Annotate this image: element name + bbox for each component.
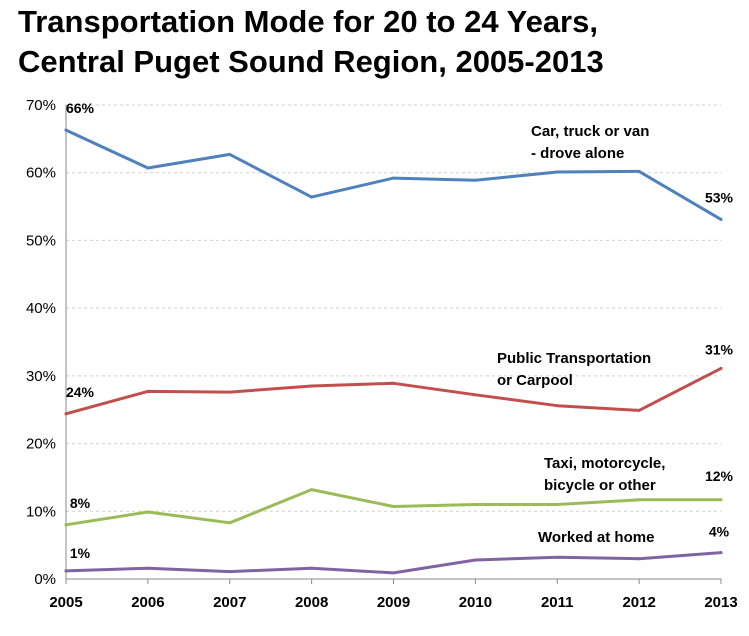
x-tick-label-2012: 2012 xyxy=(622,594,655,611)
data-point-public-transportation-or-carpool-2009 xyxy=(392,381,395,385)
data-label-end-taxi-motorcycle-bicycle-or-other: 12% xyxy=(705,468,734,484)
y-tick-label-6: 60% xyxy=(26,165,56,182)
y-tick-label-2: 20% xyxy=(26,436,56,453)
x-tick-label-2006: 2006 xyxy=(131,594,164,611)
x-tick-label-2013: 2013 xyxy=(704,594,737,611)
data-label-start-public-transportation-or-carpool: 24% xyxy=(66,384,95,400)
data-point-taxi-motorcycle-bicycle-or-other-2012 xyxy=(637,498,641,502)
data-point-public-transportation-or-carpool-2008 xyxy=(310,384,314,388)
data-point-taxi-motorcycle-bicycle-or-other-2005 xyxy=(64,523,68,527)
x-tick-label-2008: 2008 xyxy=(295,594,328,611)
x-tick-label-2005: 2005 xyxy=(49,594,82,611)
data-label-end-worked-at-home: 4% xyxy=(709,524,730,540)
data-label-start-taxi-motorcycle-bicycle-or-other: 8% xyxy=(70,495,91,511)
y-tick-label-7: 70% xyxy=(26,97,56,114)
series-name-label-taxi-motorcycle-bicycle-or-other-line-1: Taxi, motorcycle, xyxy=(544,455,665,472)
chart-title: Transportation Mode for 20 to 24 Years, … xyxy=(18,2,738,82)
data-label-start-car-truck-or-van-drove-alone: 66% xyxy=(66,100,95,116)
data-point-taxi-motorcycle-bicycle-or-other-2013 xyxy=(719,498,723,502)
data-point-worked-at-home-2009 xyxy=(392,571,395,575)
data-point-public-transportation-or-carpool-2005 xyxy=(64,412,68,416)
x-tick-label-2010: 2010 xyxy=(459,594,492,611)
y-tick-label-0: 0% xyxy=(34,571,56,588)
data-point-public-transportation-or-carpool-2007 xyxy=(228,390,232,394)
chart-title-line-2: Central Puget Sound Region, 2005-2013 xyxy=(18,44,604,79)
x-tick-label-2007: 2007 xyxy=(213,594,246,611)
data-label-end-public-transportation-or-carpool: 31% xyxy=(705,341,734,357)
x-tick-label-2011: 2011 xyxy=(541,594,574,611)
data-point-worked-at-home-2007 xyxy=(228,570,232,574)
gridlines xyxy=(66,104,721,512)
data-point-car-truck-or-van-drove-alone-2010 xyxy=(473,178,477,182)
data-point-car-truck-or-van-drove-alone-2008 xyxy=(310,195,314,199)
data-point-public-transportation-or-carpool-2010 xyxy=(473,393,477,397)
series-line-car-truck-or-van-drove-alone xyxy=(64,128,723,221)
series-name-label-worked-at-home-line-1: Worked at home xyxy=(538,529,654,546)
data-label-start-worked-at-home: 1% xyxy=(70,545,91,561)
data-point-worked-at-home-2013 xyxy=(719,551,723,555)
data-point-taxi-motorcycle-bicycle-or-other-2010 xyxy=(473,503,477,507)
data-point-worked-at-home-2012 xyxy=(637,557,641,561)
data-label-end-car-truck-or-van-drove-alone: 53% xyxy=(705,189,734,205)
data-point-public-transportation-or-carpool-2006 xyxy=(146,389,150,393)
series-line-public-transportation-or-carpool xyxy=(64,366,723,416)
data-point-car-truck-or-van-drove-alone-2013 xyxy=(719,217,723,221)
data-point-taxi-motorcycle-bicycle-or-other-2006 xyxy=(146,510,150,514)
data-point-taxi-motorcycle-bicycle-or-other-2007 xyxy=(228,521,232,525)
series-name-label-car-truck-or-van-drove-alone-line-1: Car, truck or van xyxy=(531,123,649,140)
series-name-label-public-transportation-or-carpool-line-2: or Carpool xyxy=(497,372,573,389)
data-point-worked-at-home-2011 xyxy=(555,555,559,559)
data-point-public-transportation-or-carpool-2011 xyxy=(555,404,559,408)
series-name-label-car-truck-or-van-drove-alone-line-2: - drove alone xyxy=(531,145,624,162)
data-point-car-truck-or-van-drove-alone-2007 xyxy=(228,152,232,156)
axes: 0% 10% 20% 30% 40% 50% 60% 70% 2005 2006 2007 2008 2… xyxy=(26,97,738,611)
data-point-worked-at-home-2005 xyxy=(64,569,68,573)
x-tick-label-2009: 2009 xyxy=(377,594,410,611)
data-point-car-truck-or-van-drove-alone-2006 xyxy=(146,166,150,170)
data-point-public-transportation-or-carpool-2013 xyxy=(719,366,723,370)
y-tick-label-1: 10% xyxy=(26,503,56,520)
data-point-taxi-motorcycle-bicycle-or-other-2011 xyxy=(555,503,559,507)
data-point-taxi-motorcycle-bicycle-or-other-2008 xyxy=(310,488,314,492)
series-lines xyxy=(64,128,723,575)
data-point-car-truck-or-van-drove-alone-2005 xyxy=(64,128,68,132)
y-tick-label-4: 40% xyxy=(26,300,56,317)
data-point-worked-at-home-2010 xyxy=(473,558,477,562)
data-point-car-truck-or-van-drove-alone-2009 xyxy=(392,176,395,180)
data-point-taxi-motorcycle-bicycle-or-other-2009 xyxy=(392,505,395,509)
chart-title-line-1: Transportation Mode for 20 to 24 Years, xyxy=(18,4,598,39)
y-tick-label-5: 50% xyxy=(26,232,56,249)
series-name-label-public-transportation-or-carpool-line-1: Public Transportation xyxy=(497,350,651,367)
series-name-label-taxi-motorcycle-bicycle-or-other-line-2: bicycle or other xyxy=(544,477,656,494)
series-line-worked-at-home xyxy=(64,551,723,575)
y-tick-label-3: 30% xyxy=(26,368,56,385)
data-point-car-truck-or-van-drove-alone-2012 xyxy=(637,169,641,173)
data-point-worked-at-home-2008 xyxy=(310,566,314,570)
data-point-car-truck-or-van-drove-alone-2011 xyxy=(555,170,559,174)
labels: 66% 53% 24% 31% 8% 12% 1% 4% Car, truck or van - … xyxy=(66,100,734,561)
data-point-worked-at-home-2006 xyxy=(146,566,150,570)
data-point-public-transportation-or-carpool-2012 xyxy=(637,408,641,412)
